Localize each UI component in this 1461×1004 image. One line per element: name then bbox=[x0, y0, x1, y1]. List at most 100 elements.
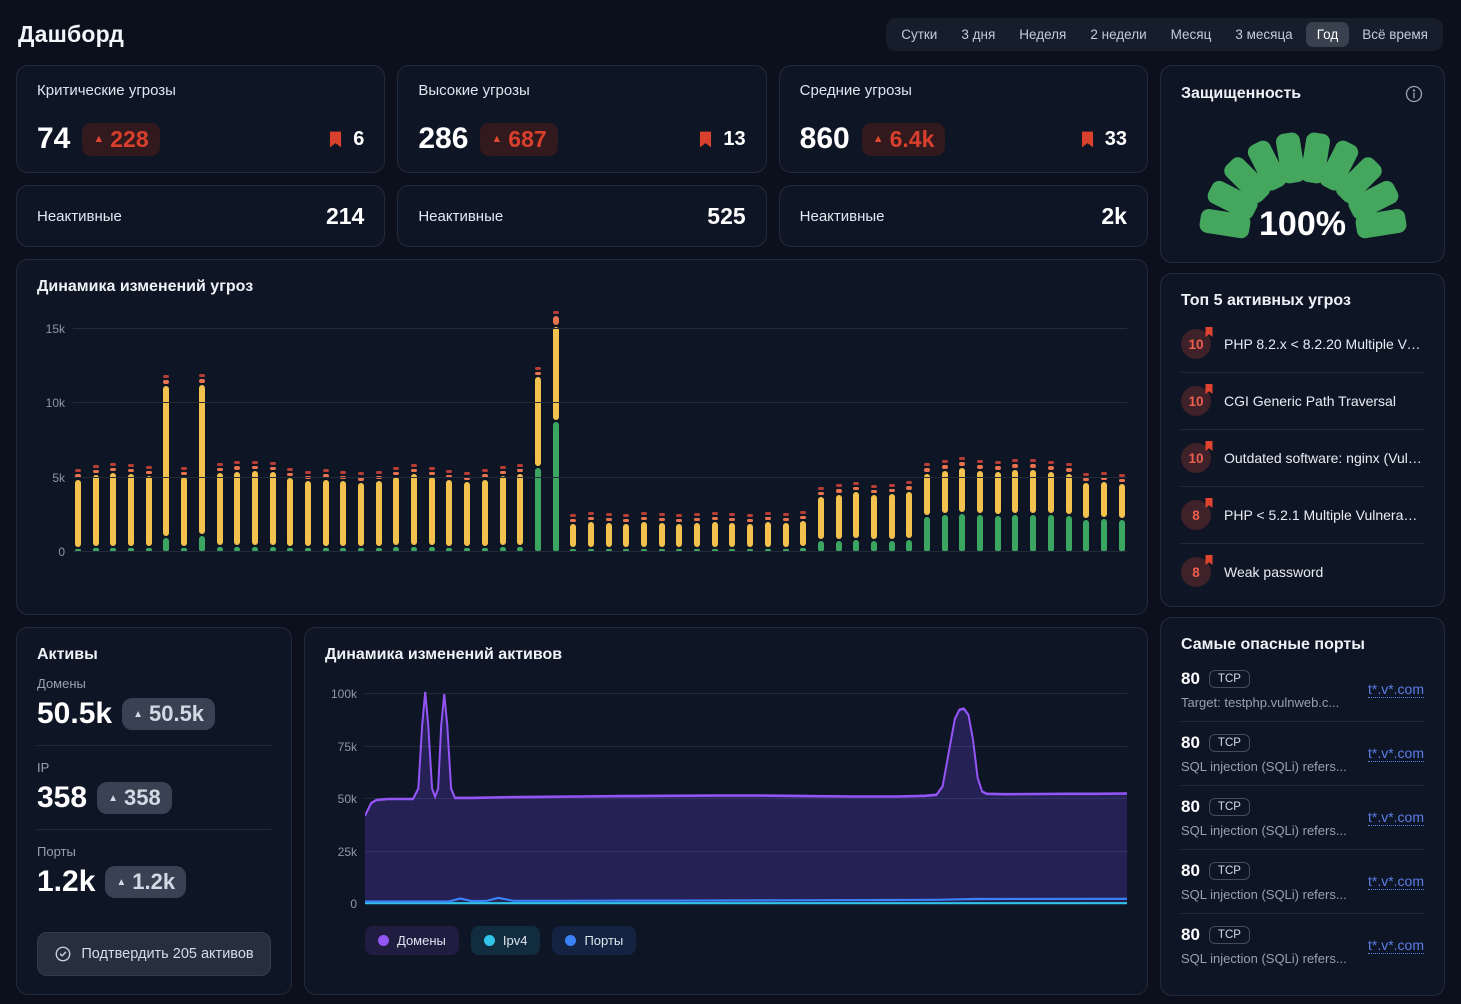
time-range-option[interactable]: 2 недели bbox=[1079, 22, 1157, 47]
asset-delta-value: 1.2k bbox=[132, 869, 175, 895]
bar-segment bbox=[712, 512, 718, 515]
chart-gridline bbox=[73, 328, 1127, 329]
bar-segment bbox=[836, 489, 842, 492]
port-target-link[interactable]: t*.v*.com bbox=[1368, 937, 1424, 954]
time-range-option[interactable]: Месяц bbox=[1160, 22, 1223, 47]
bar-segment bbox=[1030, 459, 1036, 462]
bar-segment bbox=[623, 519, 629, 522]
bar bbox=[93, 465, 99, 552]
stat-title: Критические угрозы bbox=[37, 82, 364, 99]
y-axis-label: 15k bbox=[46, 322, 65, 336]
time-range-option[interactable]: Сутки bbox=[890, 22, 948, 47]
port-target-link[interactable]: t*.v*.com bbox=[1368, 745, 1424, 762]
inactive-value: 525 bbox=[707, 203, 745, 230]
inactive-card: Неактивные 2k bbox=[779, 185, 1148, 247]
bar bbox=[446, 470, 452, 552]
port-row: 80 TCP Target: testphp.vulnweb.c... t*.v… bbox=[1181, 658, 1424, 722]
bar-segment bbox=[110, 473, 116, 546]
bar-segment bbox=[995, 461, 1001, 464]
bar-segment bbox=[199, 374, 205, 377]
threats-chart-title: Динамика изменений угроз bbox=[37, 278, 1127, 296]
time-range-option[interactable]: Год bbox=[1306, 22, 1350, 47]
bar bbox=[270, 462, 276, 552]
bar bbox=[765, 512, 771, 552]
y-axis-label: 0 bbox=[58, 545, 65, 559]
bar-segment bbox=[924, 474, 930, 515]
threat-label: Outdated software: nginx (Vuln... bbox=[1224, 450, 1424, 466]
bar-segment bbox=[765, 522, 771, 547]
inactive-label: Неактивные bbox=[800, 208, 885, 225]
port-target-link[interactable]: t*.v*.com bbox=[1368, 681, 1424, 698]
bar-segment bbox=[995, 516, 1001, 552]
divider bbox=[37, 745, 271, 746]
info-icon[interactable] bbox=[1404, 84, 1424, 104]
legend-label: Ipv4 bbox=[503, 933, 528, 948]
bar-segment bbox=[287, 478, 293, 546]
bar-segment bbox=[411, 469, 417, 472]
time-range-option[interactable]: 3 месяца bbox=[1224, 22, 1303, 47]
stat-title: Средние угрозы bbox=[800, 82, 1127, 99]
bar-segment bbox=[995, 466, 1001, 470]
threat-label: PHP 8.2.x < 8.2.20 Multiple Vul... bbox=[1224, 336, 1424, 352]
bar-segment bbox=[482, 469, 488, 472]
bar-segment bbox=[1066, 463, 1072, 466]
asset-value: 50.5k bbox=[37, 697, 112, 731]
confirm-assets-button[interactable]: Подтвердить 205 активов bbox=[37, 932, 271, 976]
bar-segment bbox=[570, 519, 576, 522]
bar-segment bbox=[393, 472, 399, 475]
bar-segment bbox=[959, 457, 965, 460]
bar-segment bbox=[1119, 520, 1125, 552]
legend-chip[interactable]: Домены bbox=[365, 926, 459, 955]
delta-value: 6.4k bbox=[890, 126, 935, 153]
bar-segment bbox=[889, 489, 895, 492]
inactive-card: Неактивные 525 bbox=[397, 185, 766, 247]
bar-segment bbox=[93, 470, 99, 473]
bar-segment bbox=[411, 464, 417, 467]
port-number: 80 bbox=[1181, 733, 1200, 753]
bar-segment bbox=[553, 316, 559, 324]
port-description: Target: testphp.vulnweb.c... bbox=[1181, 695, 1339, 710]
bar-segment bbox=[234, 466, 240, 469]
bookmark-icon bbox=[326, 130, 345, 149]
bar-segment bbox=[199, 385, 205, 534]
bar bbox=[252, 461, 258, 552]
time-range-option[interactable]: Неделя bbox=[1008, 22, 1077, 47]
bar-segment bbox=[163, 538, 169, 552]
bar-segment bbox=[163, 375, 169, 378]
bar-segment bbox=[305, 471, 311, 474]
port-target-link[interactable]: t*.v*.com bbox=[1368, 873, 1424, 890]
bar-segment bbox=[924, 517, 930, 552]
bar bbox=[1012, 459, 1018, 552]
threat-item[interactable]: 10 Outdated software: nginx (Vuln... bbox=[1181, 430, 1424, 487]
port-target-link[interactable]: t*.v*.com bbox=[1368, 809, 1424, 826]
legend-chip[interactable]: Ipv4 bbox=[471, 926, 541, 955]
top-threats-title: Топ 5 активных угроз bbox=[1181, 292, 1424, 310]
time-range-option[interactable]: Всё время bbox=[1351, 22, 1439, 47]
stat-value: 74 bbox=[37, 122, 70, 156]
threat-item[interactable]: 10 CGI Generic Path Traversal bbox=[1181, 373, 1424, 430]
bar-segment bbox=[163, 380, 169, 384]
bar-segment bbox=[1101, 482, 1107, 517]
threat-item[interactable]: 8 Weak password bbox=[1181, 544, 1424, 600]
bar-segment bbox=[1083, 520, 1089, 552]
bar bbox=[676, 514, 682, 552]
bar-segment bbox=[942, 460, 948, 463]
threat-item[interactable]: 10 PHP 8.2.x < 8.2.20 Multiple Vul... bbox=[1181, 316, 1424, 373]
bar bbox=[641, 512, 647, 552]
legend-chip[interactable]: Порты bbox=[552, 926, 636, 955]
assets-chart-panel: Динамика изменений активов 025k50k75k100… bbox=[304, 627, 1148, 995]
bar-segment bbox=[146, 476, 152, 546]
bar bbox=[429, 467, 435, 552]
bar-segment bbox=[588, 517, 594, 520]
bookmark-icon bbox=[1203, 553, 1215, 567]
legend-label: Порты bbox=[584, 933, 623, 948]
bar-segment bbox=[853, 487, 859, 490]
threat-item[interactable]: 8 PHP < 5.2.1 Multiple Vulnerabilit... bbox=[1181, 487, 1424, 544]
bar-segment bbox=[340, 471, 346, 474]
bar bbox=[906, 481, 912, 552]
time-range-option[interactable]: 3 дня bbox=[950, 22, 1006, 47]
bar-segment bbox=[323, 480, 329, 546]
port-number: 80 bbox=[1181, 797, 1200, 817]
bar-segment bbox=[606, 513, 612, 516]
bar bbox=[464, 472, 470, 552]
